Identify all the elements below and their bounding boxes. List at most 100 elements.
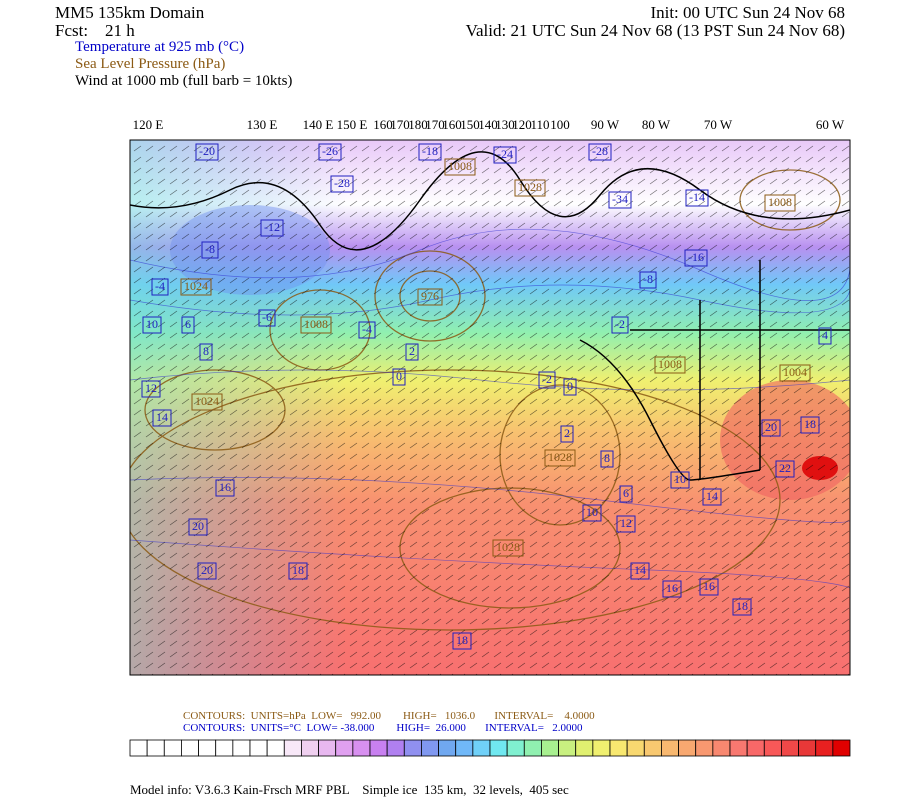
colorbar-swatch: [489, 739, 508, 757]
contour-label-box: [405, 343, 419, 361]
colorbar-swatch: [643, 739, 662, 757]
wind-barbs: [130, 140, 850, 675]
contour-label: 1028: [496, 540, 520, 554]
contour-label-box: [616, 515, 636, 533]
contour-label: -18: [422, 144, 438, 158]
contour-label-box: [670, 471, 690, 489]
contour-label: 10: [146, 317, 158, 331]
colorbar-swatch: [523, 739, 542, 757]
map-frame: [129, 139, 851, 676]
colorbar-swatch: [301, 739, 319, 757]
contour-label-box: [288, 562, 308, 580]
contour-label: 4: [822, 328, 828, 342]
colorbar-swatch: [266, 739, 285, 757]
contour-label: 6: [185, 317, 191, 331]
contour-label: 1028: [518, 180, 542, 194]
colorbar-swatch: [763, 739, 782, 757]
contour-label: -8: [643, 272, 653, 286]
contour-label-box: [514, 179, 546, 197]
contour-label: 10: [586, 505, 598, 519]
contour-label: 12: [620, 516, 632, 530]
colorbar-swatch: [403, 739, 422, 757]
contour-label: -34: [612, 192, 628, 206]
contour-label: -12: [264, 220, 280, 234]
contour-label: -16: [688, 250, 704, 264]
contour-label-box: [330, 175, 354, 193]
colorbar-swatch: [455, 739, 474, 757]
valid-time: Valid: 21 UTC Sun 24 Nov 68 (13 PST Sun …: [465, 21, 845, 40]
model-info: Model info: V3.6.3 Kain-Frsch MRF PBL Si…: [130, 782, 569, 797]
colorbar-swatch: [318, 739, 337, 757]
map-area: [130, 140, 850, 675]
contour-label: 1028: [548, 450, 572, 464]
colorbar-swatch: [198, 739, 217, 757]
contour-label: 2: [409, 344, 415, 358]
contour-label-box: [199, 343, 213, 361]
contour-label-box: [152, 409, 172, 427]
contour-label: -8: [205, 242, 215, 256]
contour-label-box: [630, 562, 650, 580]
pressure-contour-info: CONTOURS: UNITS=hPa LOW= 992.00 HIGH= 10…: [183, 710, 595, 722]
init-time: Init: 00 UTC Sun 24 Nov 68: [650, 3, 845, 22]
contour-label: 1024: [184, 279, 208, 293]
colorbar-swatch: [609, 739, 628, 757]
colorbar-swatch: [592, 739, 611, 757]
colorbar-swatch: [472, 739, 491, 757]
contour-label-box: [492, 539, 524, 557]
contour-label-box: [260, 219, 284, 237]
contour-label-box: [191, 393, 223, 411]
longitude-label: 170: [390, 117, 410, 132]
coastlines: [130, 151, 850, 481]
longitude-label: 170: [425, 117, 445, 132]
longitude-label: 100: [550, 117, 570, 132]
longitude-label: 140 E: [303, 117, 334, 132]
contour-label: -4: [362, 322, 372, 336]
contour-label-box: [699, 578, 719, 596]
contour-label: 16: [666, 581, 678, 595]
contour-label: -24: [497, 147, 513, 161]
contour-label-box: [702, 488, 722, 506]
contour-label: 16: [703, 579, 715, 593]
contour-label: 16: [219, 480, 231, 494]
colorbar-swatch: [729, 739, 748, 757]
contour-label: 20: [192, 519, 204, 533]
contour-label-box: [761, 419, 781, 437]
colorbar-swatch: [283, 739, 302, 757]
colorbar-swatch: [129, 739, 148, 757]
contour-label-box: [611, 316, 629, 334]
longitude-label: 160: [373, 117, 393, 132]
colorbar-swatch: [746, 739, 765, 757]
contour-label-box: [764, 194, 796, 212]
contour-label-box: [201, 241, 219, 259]
contour-label: 1008: [304, 317, 328, 331]
colorbar-swatch: [163, 739, 182, 757]
contour-label: 18: [736, 599, 748, 613]
contour-label: 0: [396, 369, 402, 383]
colorbar-swatch: [781, 739, 799, 757]
longitude-label: 140: [478, 117, 498, 132]
longitude-label: 130 E: [247, 117, 278, 132]
contour-label: -26: [322, 144, 338, 158]
contour-label: -2: [542, 372, 552, 386]
contour-label-box: [417, 288, 443, 306]
colorbar-swatch: [421, 739, 439, 757]
field-description: Temperature at 925 mb (°C): [75, 39, 245, 55]
contour-label-box: [195, 143, 219, 161]
contour-label: -28: [334, 176, 350, 190]
contour-label-box: [600, 450, 614, 468]
field-description: Sea Level Pressure (hPa): [75, 56, 226, 72]
contour-label-box: [452, 632, 472, 650]
contour-label: 1004: [783, 365, 807, 379]
contour-label: 6: [623, 486, 629, 500]
colorbar-swatch: [678, 739, 697, 757]
contour-label-box: [684, 249, 708, 267]
contour-label-box: [818, 327, 832, 345]
colorbar-swatch: [352, 739, 371, 757]
contour-label: 18: [292, 563, 304, 577]
field-description: Wind at 1000 mb (full barb = 10kts): [75, 73, 293, 89]
longitude-label: 130: [495, 117, 515, 132]
contour-label-box: [662, 580, 682, 598]
contour-label-box: [392, 368, 406, 386]
colorbar-swatch: [798, 739, 817, 757]
